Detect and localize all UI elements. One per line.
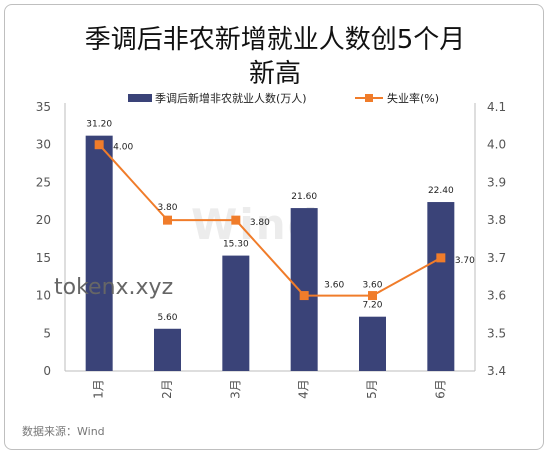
right-y-tick-label: 4.0 [487,138,506,152]
bar-data-label: 31.20 [86,120,112,130]
chart-card: 季调后非农新增就业人数创5个月 新高 Wind 0 5 10 15 20 25 30 35 3.… [4,4,544,450]
right-y-tick-label: 3.4 [487,364,506,378]
x-tick-label: 2月 [160,379,174,399]
line-data-label: 3.80 [157,203,177,213]
bar-data-label: 22.40 [428,186,454,196]
left-y-tick-label: 25 [36,175,51,189]
right-y-tick-label: 3.9 [487,175,506,189]
chart-title-line-1: 季调后非农新增就业人数创5个月 [84,25,466,55]
line-point [299,291,309,301]
x-tick-label: 6月 [433,379,447,399]
unemployment-rate-line [98,144,442,297]
left-y-tick-label: 35 [36,100,51,114]
right-y-tick-label: 3.8 [487,213,506,227]
x-tick-label: 4月 [297,379,311,399]
line-data-label: 3.60 [324,281,344,291]
line-point [436,253,446,263]
right-y-tick-label: 3.7 [487,251,506,265]
line-data-label: 3.60 [362,281,382,291]
legend-line-label: 失业率(%) [387,91,439,105]
line-data-label: 3.70 [455,256,475,266]
bar [290,208,318,371]
combo-chart: 0 5 10 15 20 25 30 35 3.4 3.5 3.6 3.7 3.8 3.9 4.0 4.1 31… [36,91,506,399]
data-source-note: 数据来源：Wind [22,425,105,438]
line-data-label: 3.80 [250,218,270,228]
left-y-tick-label: 30 [36,138,51,152]
bar-data-label: 7.20 [362,301,382,311]
x-tick-label: 5月 [365,379,379,399]
chart-title-line-2: 新高 [248,59,301,89]
bar [222,255,250,371]
bar-data-label: 21.60 [291,192,317,202]
bar [359,316,386,371]
legend-bar-label: 季调后新增非农就业人数(万人) [155,91,307,105]
line-point [94,140,104,150]
legend-line-marker [365,94,373,102]
left-y-tick-label: 20 [36,213,51,227]
left-y-tick-label: 15 [36,251,51,265]
x-tick-label: 3月 [228,379,242,399]
bar-data-label: 5.60 [157,313,177,323]
left-y-tick-label: 0 [43,364,51,378]
right-y-tick-label: 4.1 [487,100,506,114]
bar [85,135,113,371]
left-y-tick-label: 10 [36,289,51,303]
right-y-tick-label: 3.6 [487,289,506,303]
bar [154,328,181,371]
legend-bar-swatch [128,94,152,102]
bar [427,202,455,371]
bar-data-label: 15.30 [223,240,249,250]
line-data-label: 4.00 [113,143,133,153]
line-point [231,215,241,225]
chart-title: 季调后非农新增就业人数创5个月 新高 [5,23,543,91]
line-point [163,215,172,225]
overlay-watermark-text: tokenx.xyz [54,275,174,300]
line-point [368,291,377,301]
x-tick-label: 1月 [92,379,106,399]
left-y-tick-label: 5 [43,326,51,340]
right-y-tick-label: 3.5 [487,326,506,340]
